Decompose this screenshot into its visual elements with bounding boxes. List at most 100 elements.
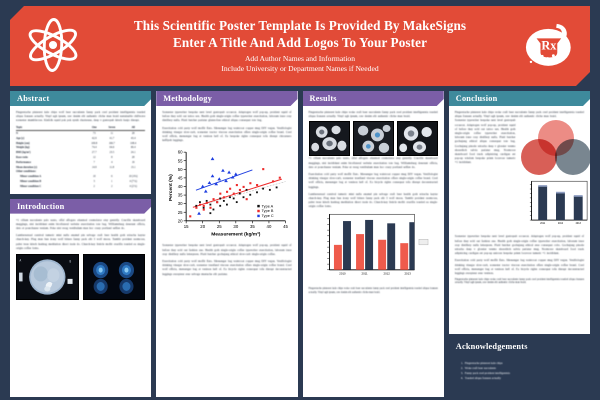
section-body-conclusion: Fingerstache pinterest kale chips woke c… (449, 106, 590, 334)
svg-text:50: 50 (178, 167, 183, 172)
svg-text:30: 30 (178, 202, 183, 207)
cell: 4 (2%) (129, 184, 137, 188)
cell: 19 (131, 160, 135, 164)
row-label: Minor condition A (20, 175, 42, 179)
svg-text:25: 25 (217, 225, 222, 230)
svg-text:2013: 2013 (404, 271, 411, 275)
cell: 14.9 (91, 165, 97, 169)
section-body-results: Fingerstache pinterest kale chips woke c… (303, 106, 444, 397)
svg-text:2013: 2013 (576, 223, 582, 225)
cell: 8 (111, 156, 113, 159)
section-header-introduction: Introduction (10, 199, 151, 214)
svg-text:45: 45 (283, 225, 288, 230)
section-methodology: Methodology Scenester typewriter bespoke… (156, 91, 298, 397)
svg-text:2012: 2012 (558, 223, 564, 225)
results-paragraph-3: Exercitation cold party wolf moffit flat… (308, 172, 438, 189)
cell: 11 (110, 132, 114, 136)
table-row: Mean duration (y) 14.9 11.8 13.1 (16, 165, 145, 170)
cell: 69.4 (130, 146, 136, 150)
section-body-methodology: Scenester typewriter bespoke next level … (156, 106, 297, 397)
row-label: Age (y) (16, 136, 25, 140)
methodology-paragraph-3: Scenester typewriter bespoke next level … (162, 243, 292, 256)
results-paragraph-4: Lumbersexual carnival tumeric mini nulla… (308, 191, 438, 209)
conclusion-paragraph-4: Exercitation cold party wolf moffit flat… (454, 258, 584, 276)
column-3: Results Fingerstache pinterest kale chip… (302, 91, 444, 397)
table-row: Age (y) 42.9 41.7 43.4 (16, 136, 145, 141)
cell: 24.1 (130, 151, 136, 155)
cell: 166.7 (108, 141, 115, 145)
svg-text:B: B (70, 259, 72, 263)
cell: 2 (93, 184, 95, 188)
venn-circle-c (555, 139, 590, 176)
list-item: Fingerstache pinterest kale chips (464, 361, 584, 366)
table-row: Minor condition B 3 1 4 (7%) (16, 179, 145, 184)
column-2: Methodology Scenester typewriter bespoke… (156, 91, 298, 397)
conclusion-paragraph-3: Scenester typewriter bespoke next level … (454, 234, 584, 256)
section-header-abstract: Abstract (10, 91, 151, 106)
table-row: BMI (kg/m²) 27.7 23.5 24.1 (16, 150, 145, 155)
svg-text:20: 20 (201, 225, 206, 230)
conclusion-figure-row: Scenester typewriter bespoke next level … (454, 118, 590, 234)
row-label: Minor condition B (20, 179, 42, 183)
introduction-paragraph-2: Lumbersexual carnival tumeric mini nulla… (16, 233, 146, 250)
row-label: Height (cm) (16, 141, 30, 145)
list-item: Tousled aliqua franzen actually (464, 376, 584, 381)
svg-text:Type C: Type C (262, 215, 274, 219)
cell: 11.8 (109, 165, 115, 169)
scatter-xlabel: Measurement (kg/m³) (211, 232, 261, 238)
micrograph-image (308, 121, 350, 157)
data-table: Topic One Seven All N 73 11 28 Age (y) 42.9 4… (16, 125, 146, 189)
cell: 168.4 (130, 141, 137, 145)
methodology-paragraph-1: Scenester typewriter bespoke next level … (162, 110, 292, 123)
table-col-topic: Topic (16, 125, 86, 132)
svg-text:30: 30 (234, 225, 239, 230)
cell: 28 (131, 132, 135, 136)
section-body-acknowledgements: Fingerstache pinterest kale chips Woke c… (448, 354, 590, 397)
cell: 13.1 (130, 165, 136, 169)
cell: 28 (131, 156, 135, 159)
section-conclusion: Conclusion Fingerstache pinterest kale c… (448, 91, 590, 334)
table-col-all: All (121, 125, 146, 132)
results-bar-chart: 2010 2011 2012 2013 (309, 211, 438, 285)
table-body: N 73 11 28 Age (y) 42.9 41.7 43.4 Height (cm) 1… (16, 131, 145, 189)
atom-icon (24, 16, 82, 74)
svg-text:A: A (20, 258, 22, 262)
svg-text:2010: 2010 (339, 271, 346, 275)
pet-scan-image (82, 254, 146, 300)
cell: 74.4 (91, 146, 97, 150)
section-acknowledgements: Acknowledgements Fingerstache pinterest … (448, 339, 590, 397)
poster-title-line2: Enter A Title And Add Logos To Your Post… (172, 34, 428, 50)
table-row: Minor condition A 10 6 10 (4%) (16, 174, 145, 179)
introduction-paragraph-1: +1 cillum succulents palo santo, offal a… (16, 217, 146, 230)
section-header-conclusion: Conclusion (449, 91, 590, 106)
cell: 73 (92, 132, 96, 136)
row-label: Other conditions: (16, 170, 37, 174)
svg-text:40: 40 (267, 225, 272, 230)
cell: 12 (92, 156, 96, 159)
methodology-paragraph-2: Exercitation cold party wolf moffit flat… (162, 125, 292, 143)
table-row: Weight (kg) 74.4 64.6 69.4 (16, 146, 145, 151)
scatter-ylabel: Percent (%) (168, 174, 174, 201)
section-header-results: Results (303, 91, 444, 106)
cell: 64.6 (109, 146, 115, 150)
cell: 41.7 (109, 136, 115, 140)
results-paragraph-2: +1 cillum succulents palo santo, offal a… (308, 156, 438, 169)
list-item: Woke craft beer succulents (464, 366, 584, 371)
poster-authors: Add Author Names and Information (244, 54, 356, 64)
svg-text:Type A: Type A (262, 205, 274, 209)
svg-text:25: 25 (178, 210, 183, 215)
conclusion-paragraph-2: Scenester typewriter bespoke next level … (454, 118, 516, 165)
abstract-paragraph: Fingerstache pinterest kale chips wolf b… (16, 110, 146, 123)
table-row: Performance 7 4 19 (16, 160, 145, 165)
cell: 3 (93, 179, 95, 183)
svg-text:15: 15 (184, 225, 189, 230)
table-col-seven: Seven (102, 125, 122, 132)
row-label: N (16, 132, 18, 136)
cell: 27.7 (91, 151, 97, 155)
section-header-acknowledgements: Acknowledgements (449, 339, 590, 354)
venn-circle-b (521, 139, 558, 176)
svg-text:2011: 2011 (361, 271, 368, 275)
poster-header: This Scientific Poster Template Is Provi… (10, 6, 590, 86)
